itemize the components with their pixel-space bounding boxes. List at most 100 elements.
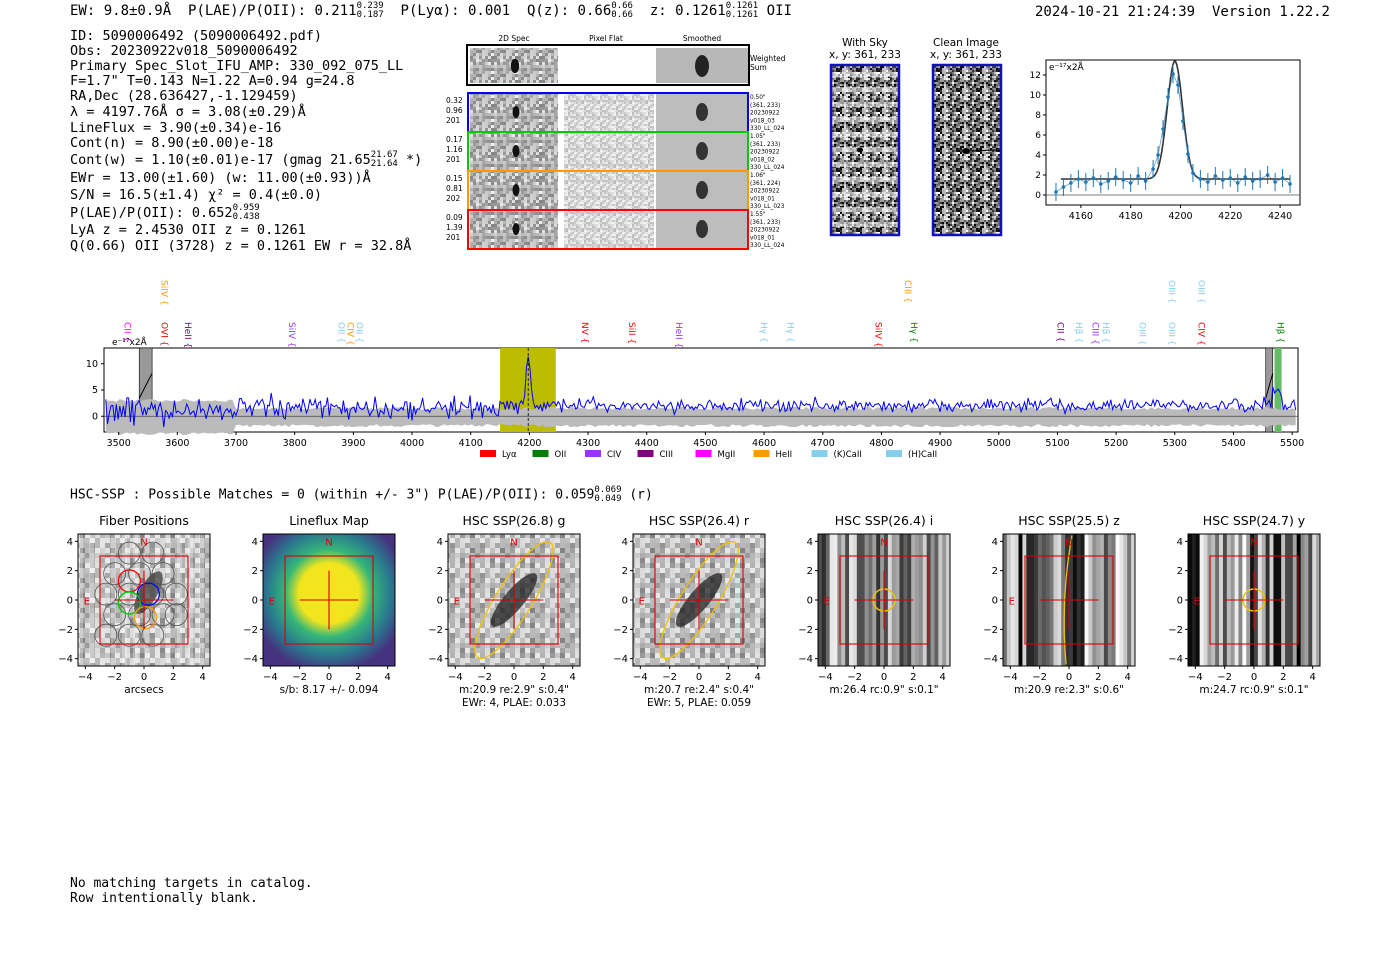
hsc-xtick-label: 4 — [1309, 672, 1315, 683]
hsc-stripe — [1285, 534, 1290, 666]
info-q: Q(0.66) OII (3728) z = 0.1261 EW r = 32.… — [70, 238, 412, 254]
spectral-line-label: OII { — [336, 322, 346, 343]
spectrum-xtick-label: 5500 — [1280, 438, 1304, 449]
sky-stripe — [832, 162, 898, 167]
hsc-summary-suffix: (r) — [629, 487, 653, 503]
hsc-stripe — [1103, 534, 1109, 666]
compass-e: E — [84, 596, 90, 607]
info-primary: Primary Spec_Slot_IFU_AMP: 330_092_075_L… — [70, 58, 404, 74]
zoom-ytick-label: 2 — [1035, 171, 1041, 181]
info-lya: LyA z = 2.4530 OII z = 0.1261 — [70, 222, 306, 238]
compass-e: E — [269, 596, 275, 607]
hsc-xtick-label: −2 — [1032, 672, 1047, 683]
fiber-flat-image — [564, 94, 654, 131]
info-id: ID: 5090006492 (5090006492.pdf) — [70, 28, 322, 44]
zoom-xtick-label: 4200 — [1168, 211, 1192, 222]
fiber-left-label: 201 — [446, 155, 461, 164]
fiber-circle — [164, 603, 188, 627]
hsc-stripe — [938, 534, 943, 666]
hsc-ytick-label: 2 — [622, 566, 628, 577]
spectral-line-label: Hβ { — [1274, 322, 1284, 343]
hsc-stripe — [1119, 534, 1124, 666]
zoom-data-point — [1166, 95, 1170, 99]
hsc-caption-1: m:20.7 re:2.4" s:0.4" — [644, 684, 754, 696]
hsc-ytick-label: −4 — [243, 654, 258, 665]
zoom-fit-chart: e⁻¹⁷x2Å 0 2 4 6 8 10 12 4160 4180 4200 4220 4240 — [1030, 59, 1301, 222]
zoom-data-point — [1054, 190, 1058, 194]
legend-label: Lyα — [502, 450, 517, 460]
hsc-stripe — [946, 534, 951, 666]
hsc-ytick-label: 0 — [622, 596, 628, 607]
hsc-xtick-label: 4 — [1124, 672, 1130, 683]
zoom-data-point — [1061, 185, 1066, 189]
hsc-ytick-label: 2 — [67, 566, 73, 577]
spectrum-xtick-label: 4600 — [752, 438, 776, 449]
compass-n: N — [1250, 538, 1257, 549]
fiber-flat-image — [564, 133, 654, 170]
compass-e: E — [454, 596, 460, 607]
legend-swatch — [637, 450, 654, 457]
hsc-xtick-label: −2 — [292, 672, 307, 683]
hsc-stripe — [926, 534, 932, 666]
hsc-stripe — [1123, 534, 1128, 666]
masked-hatch — [138, 372, 153, 399]
spectrum-xtick-label: 5000 — [987, 438, 1011, 449]
hsc-panel-title: HSC SSP(26.8) g — [463, 513, 566, 528]
spectral-line-label: CIV { — [1195, 322, 1205, 346]
line-id: OII — [766, 3, 792, 19]
spectrum-xtick-label: 5100 — [1045, 438, 1069, 449]
hsc-stripe — [845, 534, 850, 666]
spectrum-xtick-label: 4800 — [869, 438, 893, 449]
highlight-fiber-circle — [117, 591, 141, 615]
fiber-right-label: 1.55" — [750, 212, 766, 218]
hsc-stripe — [1018, 534, 1023, 666]
timestamp-date: 2024-10-21 21:24:39 — [1034, 4, 1196, 20]
hsc-stripe — [1215, 534, 1220, 666]
weighted-smoothed-blob — [695, 55, 709, 77]
fiber-right-label: 20230922 — [750, 189, 780, 195]
hsc-ytick-label: −4 — [613, 654, 628, 665]
hsc-xtick-label: 2 — [170, 672, 176, 683]
compass-e: E — [824, 596, 830, 607]
legend-label: OII — [555, 450, 567, 460]
weighted-label-1: Weighted — [750, 54, 786, 63]
compass-n: N — [510, 538, 517, 549]
spectrum-xtick-label: 4100 — [459, 438, 483, 449]
hsc-xtick-label: −4 — [1003, 672, 1018, 683]
legend-label: (H)CaII — [908, 450, 937, 460]
hsc-ytick-label: 2 — [992, 566, 998, 577]
legend-swatch — [886, 450, 902, 457]
hsc-stripe — [1034, 534, 1039, 666]
zoom-data-point — [1084, 180, 1088, 184]
spectrum-xtick-label: 3700 — [224, 438, 248, 449]
ew-value: EW: 9.8±0.9Å — [70, 3, 172, 19]
hsc-panel-title: HSC SSP(26.4) r — [649, 513, 750, 528]
fiber-right-label: 330_LL_023 — [750, 204, 785, 210]
hsc-caption-2: EWr: 5, PLAE: 0.059 — [647, 697, 751, 709]
spectrum-unit-label: e⁻¹⁷x2Å — [112, 336, 148, 348]
hsc-stripe — [918, 534, 924, 666]
hsc-ytick-label: 2 — [807, 566, 813, 577]
legend-label: MgII — [718, 450, 736, 460]
hsc-xtick-label: −2 — [662, 672, 677, 683]
zoom-data-point — [1181, 119, 1185, 123]
hsc-stripe — [1030, 534, 1035, 666]
hsc-stripe — [1107, 534, 1113, 666]
fiber-smoothed-blob — [696, 142, 708, 160]
with-sky-frame — [829, 63, 901, 237]
zoom-data-point — [1113, 175, 1118, 179]
hsc-xtick-label: 4 — [939, 672, 945, 683]
hsc-ytick-label: −2 — [983, 625, 998, 636]
zoom-ytick-label: 6 — [1035, 131, 1041, 141]
hsc-ytick-label: 0 — [437, 596, 443, 607]
hsc-caption-1: m:20.9 re:2.3" s:0.6" — [1014, 684, 1124, 696]
hsc-xtick-label: −2 — [1217, 672, 1232, 683]
hsc-xtick-label: 4 — [754, 672, 760, 683]
hsc-ytick-label: 4 — [807, 537, 813, 548]
hsc-stripe — [942, 534, 947, 666]
hsc-xtick-label: −4 — [1188, 672, 1203, 683]
hsc-stripe — [1199, 534, 1205, 666]
hsc-xtick-label: 0 — [326, 672, 332, 683]
fiber-circle — [103, 562, 127, 585]
